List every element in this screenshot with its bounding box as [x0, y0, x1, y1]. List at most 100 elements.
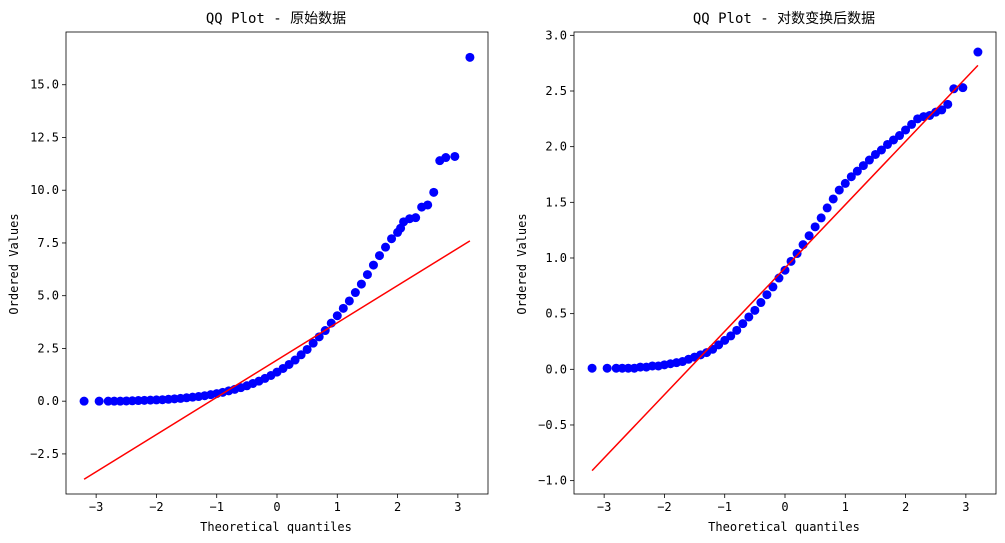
data-point [302, 344, 312, 354]
data-point [846, 172, 856, 182]
data-point [750, 305, 760, 315]
data-point [296, 350, 306, 360]
data-point [441, 153, 451, 163]
axes-frame [65, 31, 489, 495]
fit-line [83, 240, 471, 480]
data-point [368, 260, 378, 270]
data-point [876, 145, 886, 155]
data-point [587, 363, 597, 373]
y-tick-label: 0.0 [37, 394, 59, 408]
data-point [362, 270, 372, 280]
data-point [756, 298, 766, 308]
fit-line [591, 64, 979, 472]
chart-title: QQ Plot - 原始数据 [206, 11, 346, 27]
data-point [374, 251, 384, 261]
data-point [387, 234, 397, 244]
data-point [768, 282, 778, 292]
y-tick-label: −0.5 [538, 418, 567, 432]
data-point [450, 151, 460, 161]
x-tick-label: −3 [597, 500, 611, 514]
plot-area [587, 47, 983, 472]
data-point [804, 231, 814, 241]
data-point [762, 290, 772, 300]
y-tick-label: 0.5 [545, 307, 567, 321]
y-tick-label: 12.5 [30, 130, 59, 144]
y-tick-label: 7.5 [37, 236, 59, 250]
data-point [381, 242, 391, 252]
axes-frame [573, 31, 997, 495]
chart-title: QQ Plot - 对数变换后数据 [693, 10, 875, 27]
data-point [308, 338, 318, 348]
y-tick-label: 5.0 [37, 289, 59, 303]
plot-area [79, 52, 475, 480]
data-point [958, 83, 968, 93]
x-tick-label: −1 [209, 500, 223, 514]
data-point [943, 99, 953, 109]
data-point [338, 303, 348, 313]
data-point [465, 52, 475, 62]
x-tick-label: 2 [902, 500, 909, 514]
data-point [901, 125, 911, 135]
y-tick-label: 10.0 [30, 183, 59, 197]
data-point [973, 47, 983, 57]
data-point [907, 119, 917, 129]
x-tick-label: 3 [454, 500, 461, 514]
x-tick-label: −3 [89, 500, 103, 514]
data-point [602, 363, 612, 373]
data-point [726, 331, 736, 341]
data-point [732, 325, 742, 335]
y-tick-label: 2.5 [545, 84, 567, 98]
x-axis-label: Theoretical quantiles [200, 520, 352, 534]
data-point [423, 200, 433, 210]
data-point [350, 288, 360, 298]
data-point [949, 84, 959, 94]
data-point [852, 166, 862, 176]
x-tick-label: 2 [394, 500, 401, 514]
axis-ticks: −3 −2 −1 0 1 2 3 −1.0 −0.5 0.0 0.5 1.0 1.5 2.0 2.5 3.0 [538, 28, 969, 514]
data-point [895, 131, 905, 141]
data-point [810, 222, 820, 232]
data-point [858, 161, 868, 171]
data-point [792, 249, 802, 259]
data-point [744, 312, 754, 322]
data-point [79, 396, 89, 406]
axis-ticks: −3 −2 −1 0 1 2 3 −2.5 0.0 2.5 5.0 7.5 10.0 12.5 15.0 [30, 78, 461, 514]
data-point [834, 185, 844, 195]
x-tick-label: 0 [781, 500, 788, 514]
data-point [344, 296, 354, 306]
data-point [828, 194, 838, 204]
y-tick-label: −1.0 [538, 474, 567, 488]
x-tick-label: 3 [962, 500, 969, 514]
data-point [822, 203, 832, 213]
x-axis-label: Theoretical quantiles [708, 520, 860, 534]
x-tick-label: 1 [842, 500, 849, 514]
x-tick-label: −1 [717, 500, 731, 514]
data-point [429, 187, 439, 197]
qq-plot-log: QQ Plot - 对数变换后数据 Theoretical quantiles … [515, 10, 997, 534]
x-tick-label: 0 [273, 500, 280, 514]
data-point [738, 319, 748, 329]
x-tick-label: −2 [149, 500, 163, 514]
data-point [356, 279, 366, 289]
data-point [937, 105, 947, 115]
data-point [332, 311, 342, 321]
data-point [864, 155, 874, 165]
y-tick-label: 0.0 [545, 362, 567, 376]
data-point [840, 178, 850, 188]
data-point [94, 396, 104, 406]
y-tick-label: −2.5 [30, 447, 59, 461]
data-point [290, 355, 300, 365]
y-tick-label: 1.5 [545, 195, 567, 209]
data-point [816, 213, 826, 223]
y-tick-label: 3.0 [545, 28, 567, 42]
data-point [780, 265, 790, 275]
y-tick-label: 1.0 [545, 251, 567, 265]
y-axis-label: Ordered Values [7, 213, 21, 314]
y-axis-label: Ordered Values [515, 213, 529, 314]
qq-plot-raw: QQ Plot - 原始数据 Theoretical quantiles Ord… [7, 11, 489, 534]
x-tick-label: 1 [334, 500, 341, 514]
x-tick-label: −2 [657, 500, 671, 514]
y-tick-label: 2.0 [545, 140, 567, 154]
